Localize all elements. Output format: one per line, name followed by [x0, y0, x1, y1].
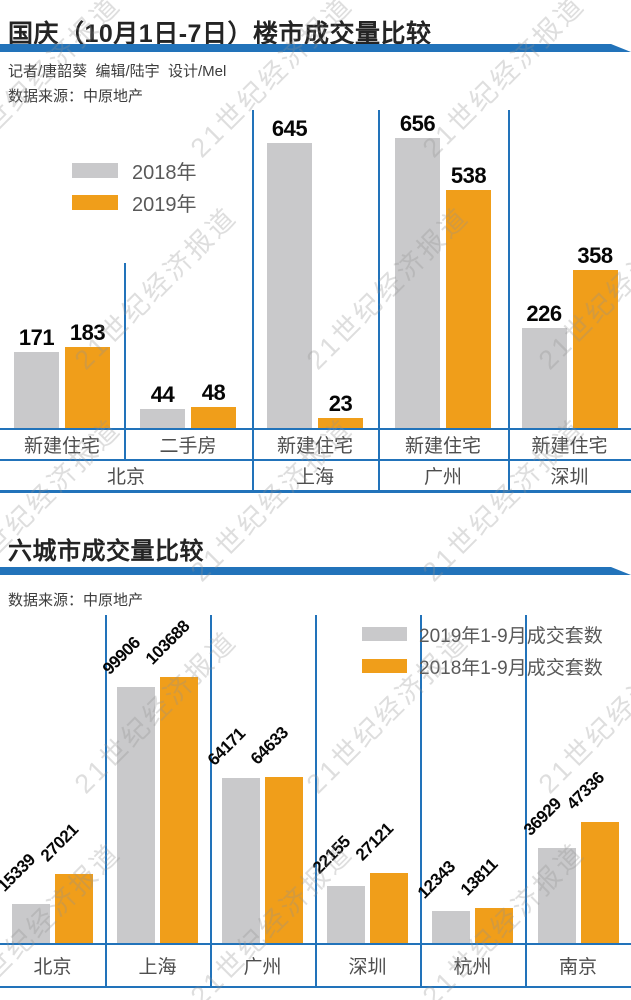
bar-value-label: 103688	[141, 616, 194, 669]
bar-value-label: 44	[150, 382, 175, 407]
city-cell: 上海	[295, 467, 334, 488]
legend-label-2019: 2019年	[132, 193, 197, 216]
legend-swatch-gray-icon	[362, 627, 407, 641]
city-cell: 南京	[558, 956, 597, 978]
category-cell: 新建住宅	[276, 436, 353, 457]
bar-2018-volume	[475, 908, 513, 943]
bar-2019-volume	[432, 911, 470, 943]
bar-2018	[521, 328, 567, 428]
category-cell: 新建住宅	[23, 436, 100, 457]
chart1-source: 数据来源：中原地产	[8, 88, 144, 105]
bar-2019-volume	[327, 886, 365, 943]
bar-2018	[14, 352, 59, 428]
bar-value-label: 538	[450, 163, 487, 188]
bar-value-label: 48	[201, 380, 226, 405]
city-cell: 上海	[138, 956, 177, 978]
legend-item-2018: 2018年	[72, 160, 197, 184]
separator-line	[315, 615, 317, 986]
bar-2019	[446, 190, 491, 428]
bar-2018	[140, 409, 185, 428]
bar-2019	[65, 347, 110, 428]
city-cell: 深圳	[348, 956, 387, 978]
separator-line	[105, 615, 107, 986]
chart1-byline: 记者/唐韶葵 编辑/陆宇 设计/Mel	[8, 63, 227, 80]
separator-line	[124, 263, 126, 459]
separator-line	[252, 110, 254, 490]
legend-swatch-orange-icon	[362, 659, 407, 673]
bar-2018-volume	[265, 777, 303, 943]
separator-line	[420, 615, 422, 986]
axis-line	[0, 428, 631, 430]
axis-line	[0, 943, 631, 945]
bar-2018	[395, 138, 440, 428]
category-cell: 新建住宅	[531, 436, 608, 457]
chart2-title-underline	[0, 567, 631, 575]
chart2-source: 数据来源：中原地产	[8, 592, 144, 609]
city-cell: 广州	[423, 467, 462, 488]
bar-2019	[318, 418, 363, 428]
legend-label-2019-volume: 2019年1-9月成交套数	[419, 625, 603, 647]
bar-value-label: 183	[69, 320, 106, 345]
bar-value-label: 27021	[36, 820, 82, 866]
bar-2018-volume	[580, 822, 619, 943]
bar-2018	[267, 143, 312, 428]
category-cell: 二手房	[159, 436, 217, 457]
legend-label-2018: 2018年	[132, 161, 197, 184]
bar-2019-volume	[12, 904, 50, 943]
bar-value-label: 47336	[562, 768, 608, 814]
city-cell: 北京	[33, 956, 72, 978]
bar-2019	[191, 407, 236, 428]
axis-line	[0, 459, 631, 461]
bar-value-label: 27121	[351, 819, 397, 865]
legend-item-2019-volume: 2019年1-9月成交套数	[362, 624, 603, 647]
axis-line	[0, 490, 631, 493]
chart2-title: 六城市成交量比较	[8, 538, 204, 565]
axis-line	[0, 986, 631, 988]
bar-2019-volume	[222, 778, 260, 943]
bar-value-label: 64633	[246, 723, 292, 769]
bar-value-label: 656	[399, 111, 436, 136]
legend-item-2018-volume: 2018年1-9月成交套数	[362, 656, 603, 679]
separator-line	[525, 615, 527, 986]
legend-swatch-orange-icon	[72, 194, 118, 210]
bar-2019-volume	[537, 848, 576, 943]
bar-value-label: 23	[328, 391, 353, 416]
chart1-title: 国庆（10月1日-7日）楼市成交量比较	[8, 20, 432, 48]
bar-value-label: 645	[271, 116, 308, 141]
legend-swatch-gray-icon	[72, 162, 118, 178]
legend-label-2018-volume: 2018年1-9月成交套数	[419, 657, 603, 679]
bar-value-label: 13811	[456, 854, 502, 900]
city-cell: 广州	[243, 956, 282, 978]
legend-item-2019: 2019年	[72, 192, 197, 216]
chart1-legend: 2018年 2019年	[72, 160, 197, 224]
bar-value-label: 171	[18, 325, 55, 350]
separator-line	[378, 110, 380, 490]
bar-value-label: 226	[526, 301, 562, 326]
city-cell: 杭州	[453, 956, 492, 978]
city-cell: 北京	[106, 467, 145, 488]
bar-2019	[572, 270, 618, 428]
separator-line	[210, 615, 212, 986]
chart2-legend: 2019年1-9月成交套数 2018年1-9月成交套数	[362, 624, 603, 688]
category-cell: 新建住宅	[404, 436, 481, 457]
separator-line	[508, 110, 510, 490]
bar-2018-volume	[55, 874, 93, 943]
chart1-title-underline	[0, 44, 631, 52]
bar-2019-volume	[117, 687, 155, 943]
bar-2018-volume	[160, 677, 198, 943]
bar-value-label: 15339	[0, 850, 39, 896]
bar-2018-volume	[370, 873, 408, 943]
bar-value-label: 358	[577, 243, 613, 268]
city-cell: 深圳	[550, 467, 589, 488]
